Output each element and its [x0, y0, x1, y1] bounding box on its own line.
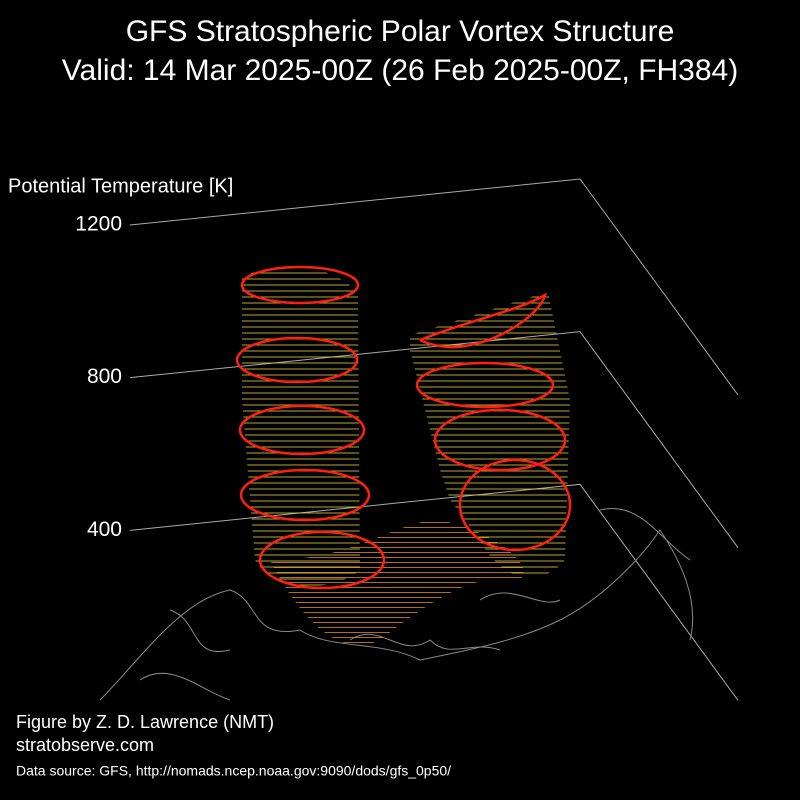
vortex — [235, 265, 572, 646]
z-axis-label: Potential Temperature [K] — [8, 175, 233, 197]
chart-title: GFS Stratospheric Polar Vortex Structure — [126, 15, 675, 48]
grid-line — [129, 178, 739, 396]
z-tick-label: 1200 — [75, 213, 122, 236]
z-tick-label: 400 — [87, 518, 122, 541]
z-tick-label: 800 — [87, 365, 122, 388]
credit: Figure by Z. D. Lawrence (NMT) — [16, 712, 274, 732]
website: stratobserve.com — [16, 735, 154, 755]
chart-subtitle: Valid: 14 Mar 2025-00Z (26 Feb 2025-00Z,… — [62, 54, 738, 87]
data-source: Data source: GFS, http://nomads.ncep.noa… — [16, 763, 451, 779]
